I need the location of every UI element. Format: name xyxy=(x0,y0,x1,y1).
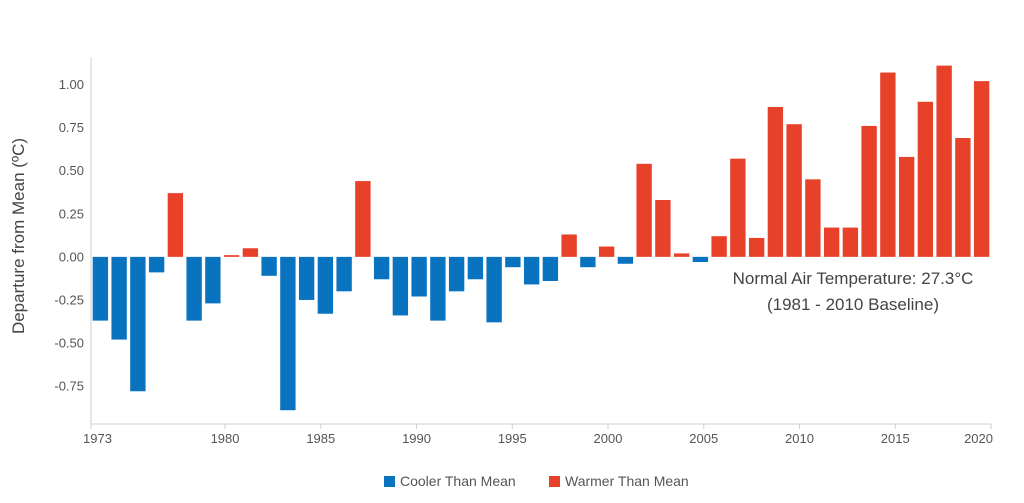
annotation-baseline: (1981 - 2010 Baseline) xyxy=(767,295,939,314)
legend-label-cooler: Cooler Than Mean xyxy=(400,473,516,489)
bar-1979 xyxy=(205,256,221,304)
bar-2001 xyxy=(617,256,634,264)
bar-2010 xyxy=(786,124,802,257)
bar-1981 xyxy=(242,248,259,257)
x-tick-label: 2005 xyxy=(689,431,718,446)
y-tick-label: -0.50 xyxy=(54,336,84,351)
bar-2012 xyxy=(823,227,840,257)
bar-2011 xyxy=(805,179,821,257)
bar-2006 xyxy=(711,236,727,257)
bar-1984 xyxy=(298,256,315,300)
annotation-normal-temperature: Normal Air Temperature: 27.3°C xyxy=(733,269,974,288)
bar-2017 xyxy=(917,101,934,257)
y-tick-label: 0.75 xyxy=(59,120,84,135)
y-tick-label: -0.25 xyxy=(54,292,84,307)
legend: Cooler Than Mean Warmer Than Mean xyxy=(384,473,689,489)
bar-1977 xyxy=(167,193,184,257)
legend-label-warmer: Warmer Than Mean xyxy=(565,473,689,489)
y-axis-title: Departure from Mean (ºC) xyxy=(9,138,28,334)
x-tick-label: 1990 xyxy=(402,431,431,446)
bars xyxy=(92,65,990,411)
bar-1987 xyxy=(355,181,371,257)
bar-2009 xyxy=(767,106,784,257)
bar-2018 xyxy=(936,65,952,257)
bar-1988 xyxy=(373,256,390,280)
axes xyxy=(90,57,991,425)
bar-1976 xyxy=(148,256,165,273)
x-tick-label: 1985 xyxy=(306,431,335,446)
legend-swatch-cooler xyxy=(384,476,395,487)
y-tick-label: 0.00 xyxy=(59,249,84,264)
bar-2013 xyxy=(842,227,859,257)
bar-1992 xyxy=(448,256,465,292)
bar-1994 xyxy=(486,256,502,323)
x-tick-label: 2010 xyxy=(785,431,814,446)
bar-2014 xyxy=(861,125,877,257)
x-tick-label: 2000 xyxy=(594,431,623,446)
x-tick-labels: 1973 1980 1985 1990 1995 2000 2005 2010 2015 2020 xyxy=(83,424,993,446)
bar-2015 xyxy=(880,72,896,257)
x-tick-label: 1980 xyxy=(211,431,240,446)
bar-2000 xyxy=(598,246,615,257)
bar-1997 xyxy=(542,256,559,281)
bar-2016 xyxy=(898,156,915,257)
bar-1973 xyxy=(92,256,109,321)
bar-1978 xyxy=(186,256,202,321)
bar-2004 xyxy=(673,253,690,257)
bar-1986 xyxy=(336,256,352,292)
bar-1998 xyxy=(561,234,577,257)
bar-1989 xyxy=(392,256,409,316)
bar-2002 xyxy=(636,163,652,257)
bar-1999 xyxy=(580,256,596,268)
bar-1983 xyxy=(280,256,296,411)
y-tick-label: 0.25 xyxy=(59,206,84,221)
x-tick-label: 2015 xyxy=(881,431,910,446)
bar-2007 xyxy=(730,158,746,257)
bar-1980 xyxy=(223,255,240,257)
x-tick-label: 1995 xyxy=(498,431,527,446)
bar-1974 xyxy=(111,256,127,340)
bar-2008 xyxy=(748,237,765,257)
bar-2005 xyxy=(692,256,709,263)
bar-2020 xyxy=(973,81,990,257)
bar-1982 xyxy=(261,256,277,276)
bar-1990 xyxy=(411,256,427,297)
bar-1975 xyxy=(130,256,146,392)
y-tick-label: -0.75 xyxy=(54,379,84,394)
y-tick-labels: -0.75 -0.50 -0.25 0.00 0.25 0.50 0.75 1.00 xyxy=(54,77,84,394)
bar-2019 xyxy=(955,137,971,257)
bar-1995 xyxy=(505,256,521,268)
bar-1991 xyxy=(430,256,446,321)
bar-2003 xyxy=(655,200,671,257)
legend-swatch-warmer xyxy=(549,476,560,487)
y-tick-label: 1.00 xyxy=(59,77,84,92)
y-tick-label: 0.50 xyxy=(59,163,84,178)
bar-1996 xyxy=(523,256,540,285)
x-tick-label: 2020 xyxy=(964,431,993,446)
bar-1985 xyxy=(317,256,334,314)
x-tick-label: 1973 xyxy=(83,431,112,446)
bar-1993 xyxy=(467,256,484,280)
